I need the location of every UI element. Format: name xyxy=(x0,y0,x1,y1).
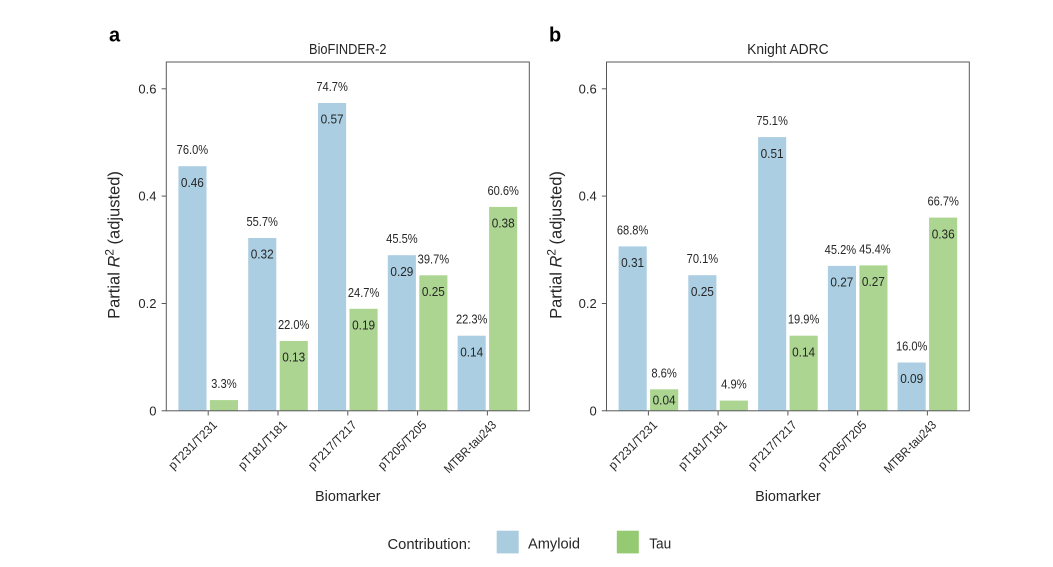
svg-text:0.36: 0.36 xyxy=(932,227,955,241)
svg-text:0.31: 0.31 xyxy=(621,256,644,270)
svg-text:b: b xyxy=(549,25,561,47)
svg-text:8.6%: 8.6% xyxy=(651,366,677,380)
svg-text:Biomarker: Biomarker xyxy=(315,488,381,505)
svg-text:0.32: 0.32 xyxy=(251,248,274,262)
svg-text:66.7%: 66.7% xyxy=(927,195,959,209)
svg-text:0.46: 0.46 xyxy=(181,176,204,190)
svg-text:24.7%: 24.7% xyxy=(348,286,380,300)
svg-text:22.3%: 22.3% xyxy=(456,313,488,327)
svg-text:0.29: 0.29 xyxy=(390,265,413,279)
svg-text:0.25: 0.25 xyxy=(691,285,714,299)
svg-text:0.27: 0.27 xyxy=(830,276,853,290)
svg-text:0.13: 0.13 xyxy=(282,351,305,365)
svg-text:a: a xyxy=(109,25,121,47)
svg-text:0: 0 xyxy=(589,403,596,418)
svg-text:60.6%: 60.6% xyxy=(487,184,519,198)
svg-text:0.4: 0.4 xyxy=(138,189,156,204)
svg-text:Partial R2 (adjusted): Partial R2 (adjusted) xyxy=(544,171,565,319)
svg-text:Amyloid: Amyloid xyxy=(528,536,580,552)
svg-text:0: 0 xyxy=(149,403,156,418)
svg-text:45.4%: 45.4% xyxy=(859,242,891,256)
svg-text:0.51: 0.51 xyxy=(761,147,784,161)
svg-text:Contribution:: Contribution: xyxy=(388,537,472,553)
svg-text:70.1%: 70.1% xyxy=(687,252,719,266)
svg-text:BioFINDER-2: BioFINDER-2 xyxy=(309,42,387,58)
svg-text:0.14: 0.14 xyxy=(460,345,483,359)
svg-text:0.38: 0.38 xyxy=(492,217,515,231)
svg-text:3.3%: 3.3% xyxy=(211,377,237,391)
svg-text:68.8%: 68.8% xyxy=(617,223,649,237)
svg-text:Tau: Tau xyxy=(649,536,671,552)
svg-text:0.2: 0.2 xyxy=(138,296,156,311)
svg-text:39.7%: 39.7% xyxy=(418,252,450,266)
svg-text:Partial R2 (adjusted): Partial R2 (adjusted) xyxy=(102,171,123,319)
svg-text:0.09: 0.09 xyxy=(900,372,923,386)
svg-text:0.19: 0.19 xyxy=(352,319,375,333)
svg-text:45.5%: 45.5% xyxy=(386,232,418,246)
svg-text:4.9%: 4.9% xyxy=(721,378,747,392)
svg-text:Knight ADRC: Knight ADRC xyxy=(747,42,829,58)
svg-text:76.0%: 76.0% xyxy=(177,143,209,157)
svg-text:16.0%: 16.0% xyxy=(896,340,928,354)
svg-text:0.4: 0.4 xyxy=(579,189,597,204)
svg-text:0.25: 0.25 xyxy=(422,285,445,299)
svg-text:45.2%: 45.2% xyxy=(825,243,857,257)
svg-text:55.7%: 55.7% xyxy=(246,215,278,229)
svg-text:0.6: 0.6 xyxy=(138,81,156,96)
svg-text:74.7%: 74.7% xyxy=(316,80,348,94)
svg-text:0.6: 0.6 xyxy=(579,81,597,96)
svg-text:75.1%: 75.1% xyxy=(756,114,788,128)
svg-text:Biomarker: Biomarker xyxy=(755,488,821,505)
svg-text:19.9%: 19.9% xyxy=(788,313,820,327)
svg-text:0.14: 0.14 xyxy=(792,345,815,359)
svg-text:0.27: 0.27 xyxy=(862,275,885,289)
svg-text:22.0%: 22.0% xyxy=(278,318,310,332)
svg-text:0.04: 0.04 xyxy=(653,394,676,408)
svg-text:0.2: 0.2 xyxy=(579,296,597,311)
svg-text:0.57: 0.57 xyxy=(321,113,344,127)
